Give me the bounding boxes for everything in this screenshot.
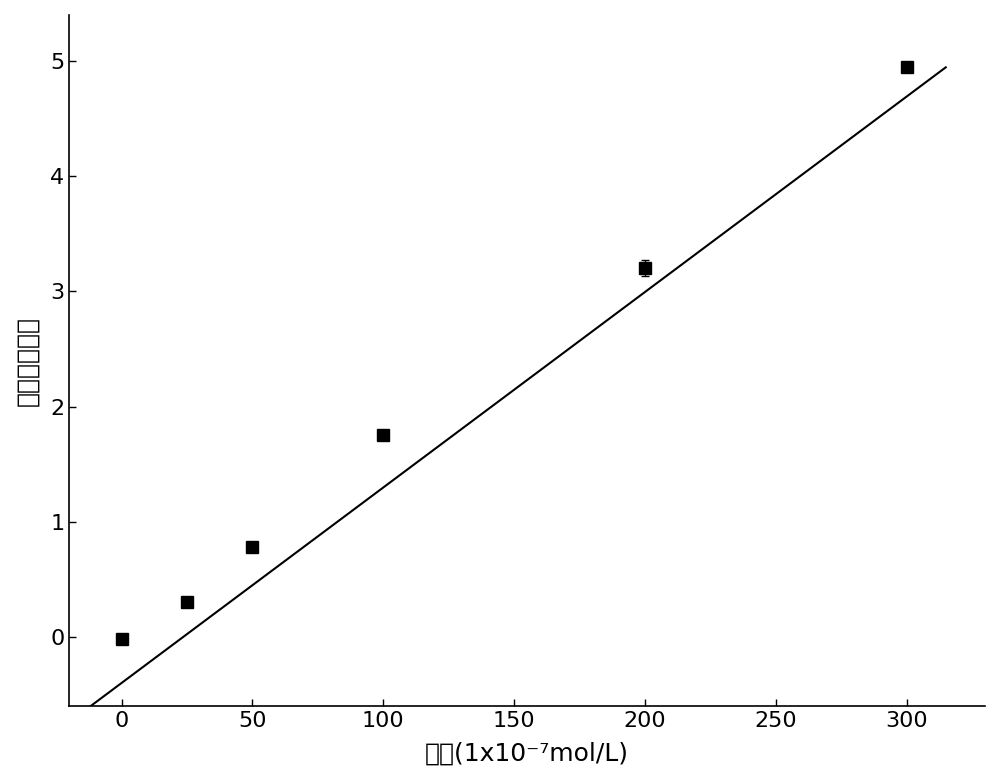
X-axis label: 浓度(1x10⁻⁷mol/L): 浓度(1x10⁻⁷mol/L) [425,742,629,766]
Y-axis label: 荧光强度差値: 荧光强度差値 [15,316,39,405]
